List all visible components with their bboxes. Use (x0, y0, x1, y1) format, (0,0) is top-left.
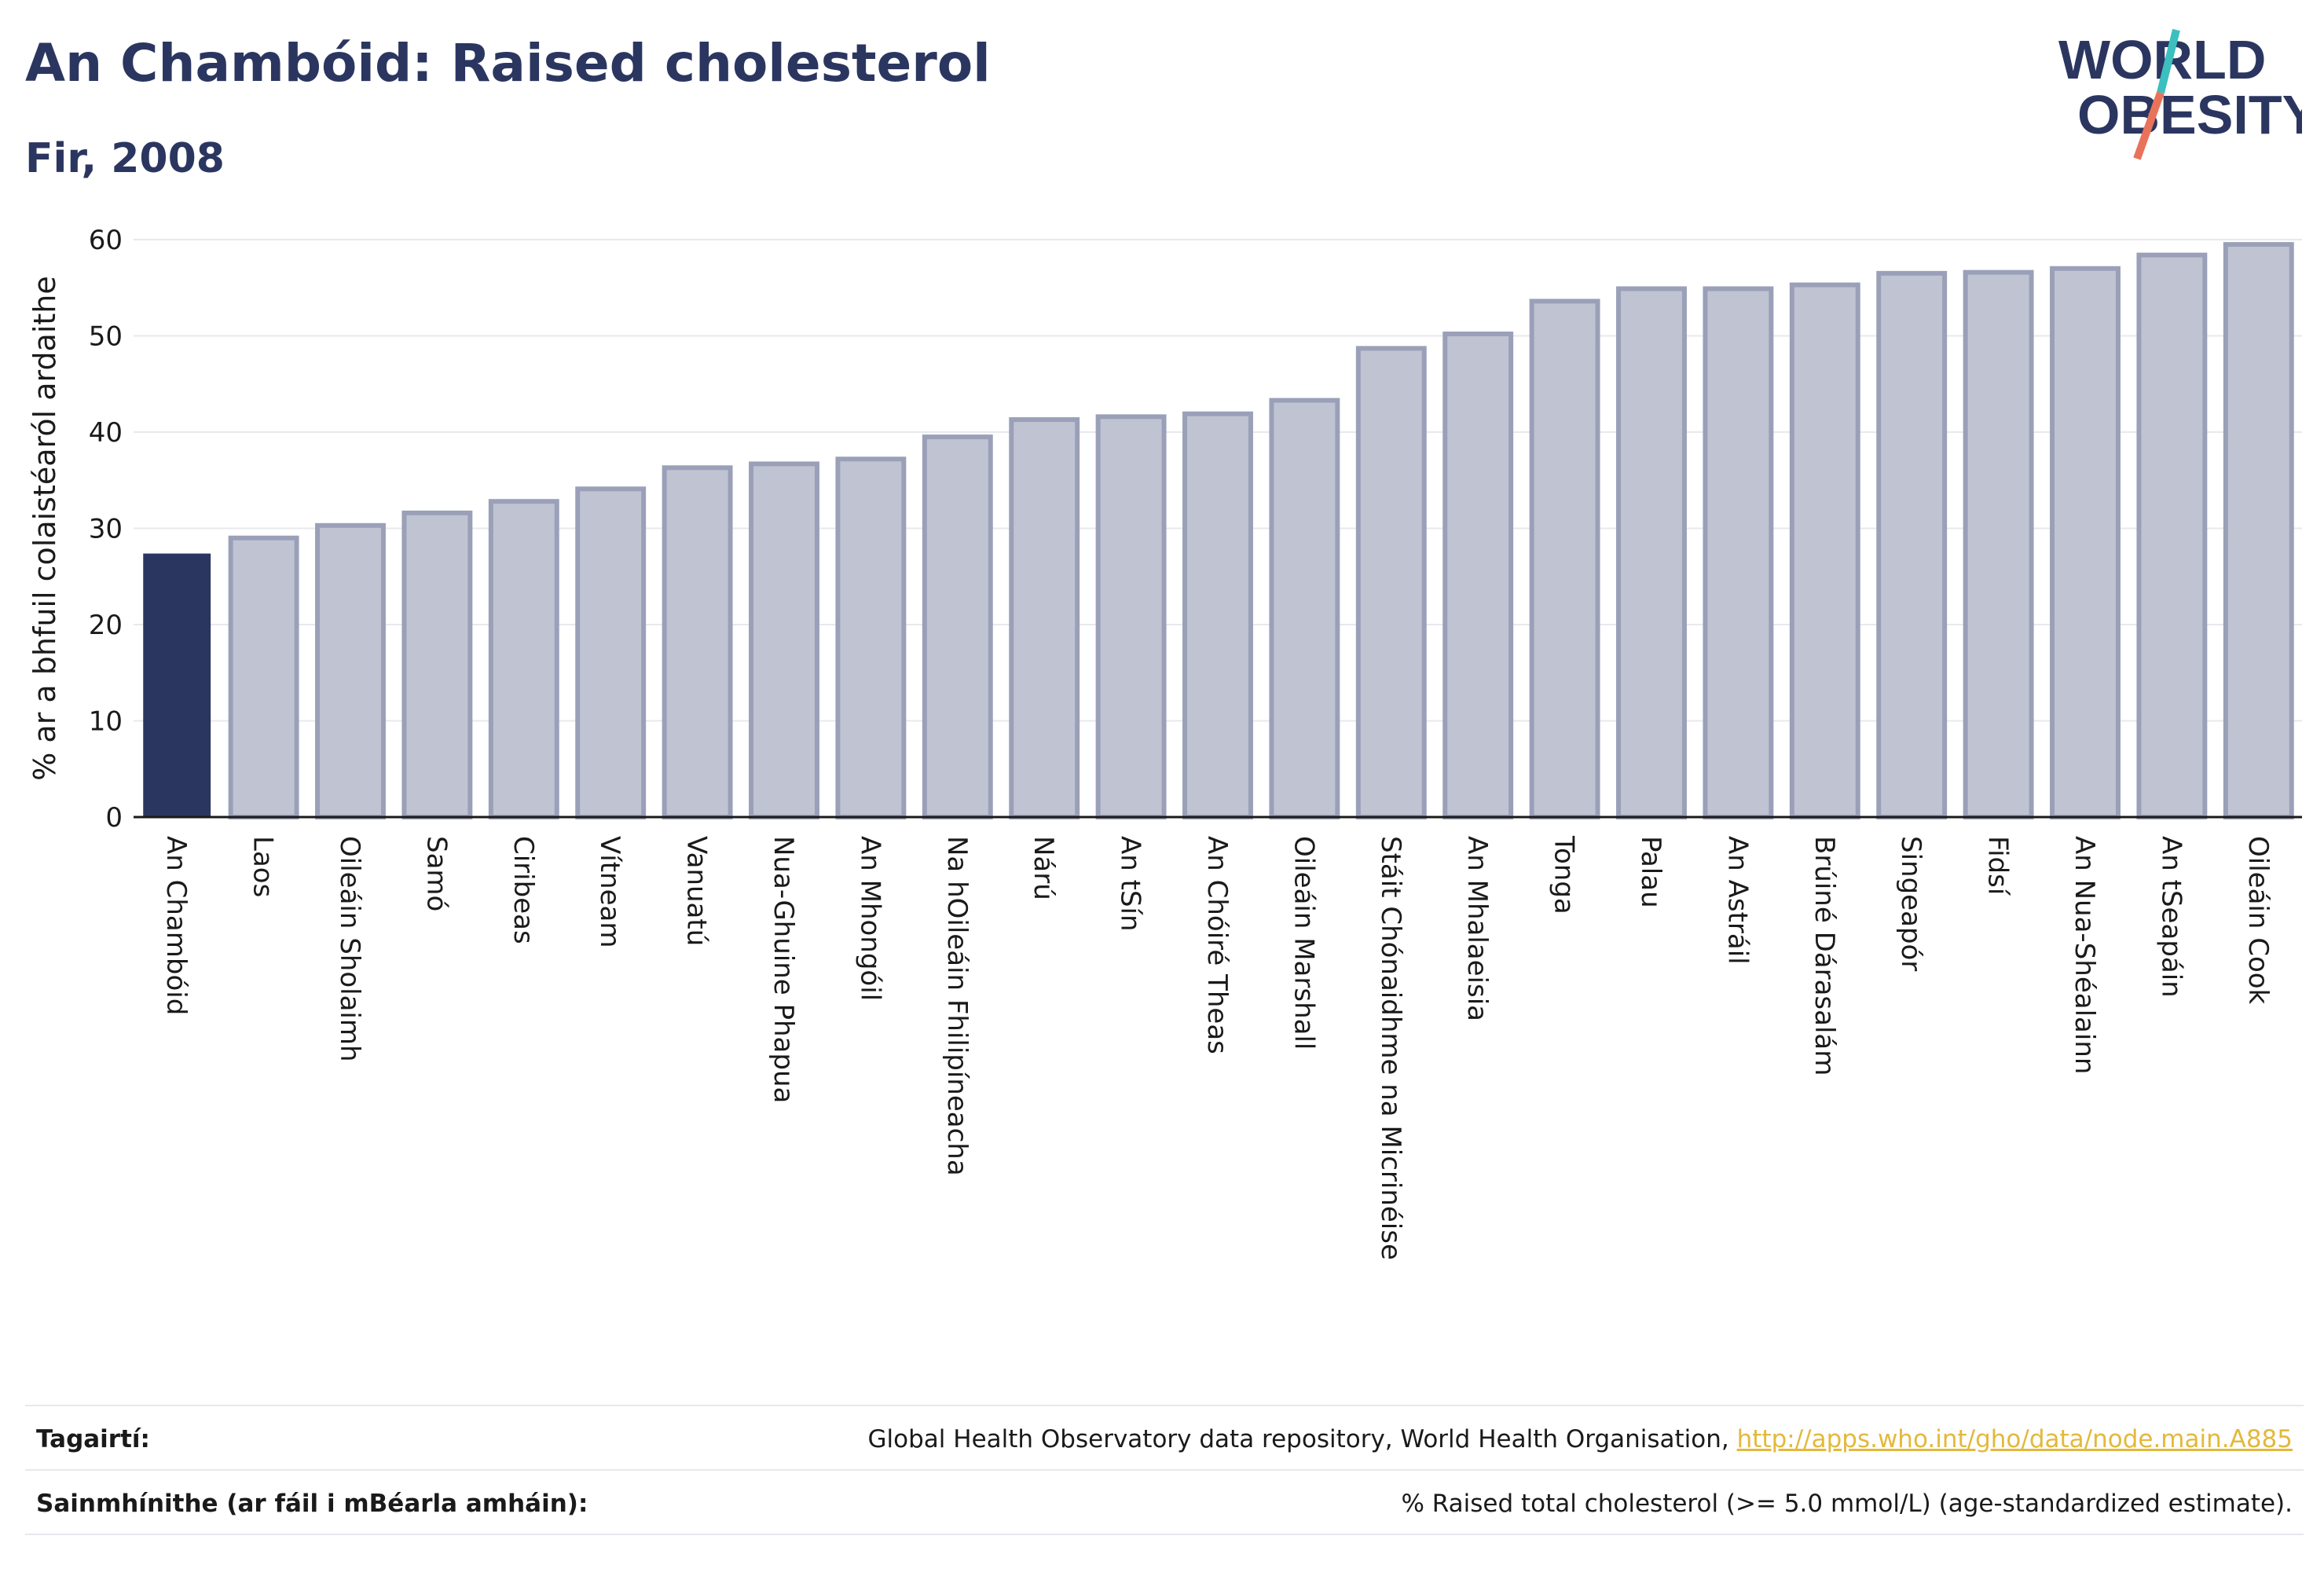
references-text: Global Health Observatory data repositor… (867, 1425, 1737, 1453)
bar (1269, 398, 1340, 819)
world-obesity-logo: WORLD OBESITY (2058, 28, 2302, 160)
bar (2050, 266, 2121, 819)
bar (575, 486, 647, 820)
bar (1009, 417, 1080, 819)
logo-line2: OBESITY (2077, 84, 2302, 145)
definitions-row: Sainmhínithe (ar fáil i mBéarla amháin):… (25, 1469, 2304, 1535)
x-tick-label: An tSín (1115, 836, 1146, 932)
x-tick-label: An Chóiré Theas (1201, 836, 1233, 1054)
x-tick-label: Stáit Chónaidhme na Micrinéise (1375, 836, 1406, 1260)
chart-title: An Chambóid: Raised cholesterol (25, 33, 991, 93)
bar (1789, 282, 1860, 819)
x-tick-label: Nua-Ghuine Phapua (768, 836, 799, 1103)
x-tick-label: An Mhalaeisia (1461, 836, 1493, 1021)
bar (143, 553, 211, 818)
definitions-label: Sainmhínithe (ar fáil i mBéarla amháin): (36, 1490, 588, 1518)
x-tick-label: Na hOileáin Fhilipíneacha (941, 836, 973, 1176)
bar (1182, 411, 1253, 819)
bar (1529, 299, 1600, 819)
logo-slash-bottom (2133, 91, 2165, 160)
bar (662, 465, 733, 819)
y-tick-label: 0 (105, 802, 123, 834)
bar (1442, 332, 1514, 819)
x-tick-label: Laos (247, 836, 279, 897)
x-tick-label: Oileáin Cook (2242, 836, 2274, 1005)
bar (2136, 252, 2208, 820)
x-tick-label: An Astráil (1721, 836, 1753, 965)
logo-slash-top (2157, 28, 2180, 94)
x-tick-label: Samó (420, 836, 452, 911)
bar (488, 499, 559, 819)
y-tick-label: 60 (89, 225, 123, 256)
bar (1095, 414, 1167, 820)
x-tick-label: Brúiné Dárasalám (1809, 836, 1840, 1076)
y-tick-label: 50 (89, 321, 123, 353)
y-axis-label: % ar a bhfuil colaistéaról ardaithe (27, 276, 62, 781)
references-value: Global Health Observatory data repositor… (868, 1425, 2293, 1453)
x-tick-label: Tonga (1549, 835, 1580, 914)
x-tick-label: Vanuatú (681, 836, 713, 946)
x-tick-label: Fidsí (1982, 836, 2014, 896)
bar (1876, 270, 1948, 819)
bar (1616, 286, 1687, 820)
bar (401, 510, 473, 820)
bar (922, 434, 993, 819)
definitions-value: % Raised total cholesterol (>= 5.0 mmol/… (1401, 1490, 2293, 1518)
references-row: Tagairtí: Global Health Observatory data… (25, 1405, 2304, 1471)
references-link[interactable]: http://apps.who.int/gho/data/node.main.A… (1736, 1425, 2293, 1453)
bar (1355, 346, 1427, 819)
y-tick-label: 10 (89, 706, 123, 738)
y-tick-label: 40 (89, 417, 123, 449)
chart-subtitle: Fir, 2008 (25, 135, 225, 182)
x-tick-label: Nárú (1028, 836, 1059, 900)
x-tick-label: Oileáin Marshall (1288, 836, 1319, 1050)
bar (1963, 269, 2034, 819)
footer-divider (25, 1534, 2304, 1535)
y-tick-label: 30 (89, 514, 123, 545)
x-tick-label: An Chambóid (160, 836, 192, 1015)
x-tick-label: Palau (1635, 836, 1666, 908)
x-tick-label: An tSeapáin (2155, 836, 2187, 998)
x-tick-label: Ciribeas (508, 836, 539, 944)
y-tick-label: 20 (89, 610, 123, 641)
x-tick-label: Oileáin Sholaimh (334, 836, 365, 1062)
bar (2223, 242, 2294, 819)
bar-chart: 0 10 20 30 40 50 60 % ar a bhfuil colaistéaról … (27, 225, 2302, 1260)
bar (749, 461, 819, 819)
bar (315, 522, 386, 819)
x-tick-label: An Mhongóil (854, 836, 885, 1001)
x-tick-label: Vítneam (594, 836, 625, 947)
bar (835, 456, 907, 819)
references-label: Tagairtí: (36, 1425, 150, 1453)
x-tick-label: An Nua-Shéalainn (2069, 836, 2100, 1074)
bar (1703, 286, 1774, 820)
x-tick-label: Singeapór (1895, 836, 1926, 971)
bar (228, 535, 299, 819)
